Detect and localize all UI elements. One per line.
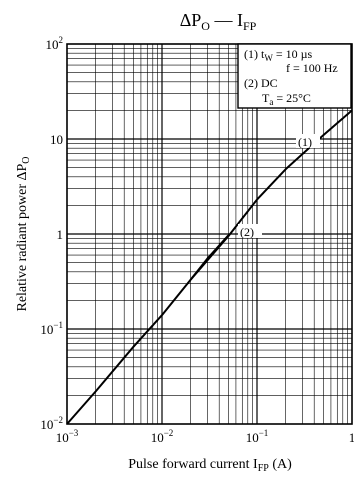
x-tick-label: 10−1 [246, 428, 269, 445]
y-tick-label: 1 [57, 227, 64, 242]
legend-line-2: f = 100 Hz [286, 61, 338, 75]
y-tick-label: 10 [50, 132, 63, 147]
x-tick-label: 1 [349, 430, 354, 445]
x-tick-label: 10−3 [56, 428, 79, 445]
x-tick-label: 10−2 [151, 428, 174, 445]
legend-line-4: Ta = 25°C [262, 91, 311, 107]
y-tick-label: 102 [46, 35, 64, 52]
series-label-1: (1) [298, 135, 312, 149]
series-line-2 [191, 235, 229, 279]
y-axis-label: Relative radiant power ΔPO [15, 156, 32, 311]
x-tick-labels: 10−3 10−2 10−1 1 [56, 428, 354, 445]
y-tick-label: 10−1 [40, 320, 63, 337]
series-label-2: (2) [240, 225, 254, 239]
chart-title: ΔPO — IFP [180, 10, 257, 33]
series-line-1 [67, 110, 352, 424]
x-axis-label: Pulse forward current IFP (A) [128, 457, 292, 474]
legend-line-3: (2) DC [244, 76, 278, 90]
legend: (1) tW = 10 µs f = 100 Hz (2) DC Ta = 25… [238, 44, 351, 108]
